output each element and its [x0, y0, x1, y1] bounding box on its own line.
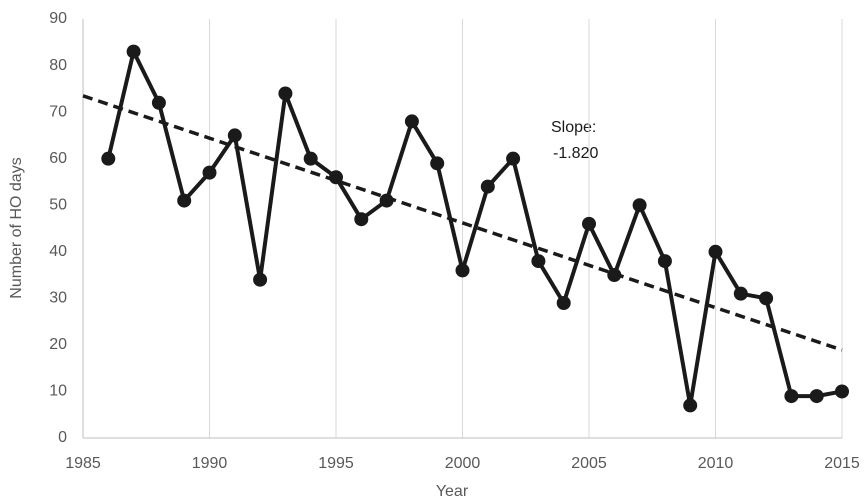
trend-line — [82, 94, 843, 352]
data-point — [278, 86, 293, 101]
x-tick-label: 2015 — [824, 455, 860, 472]
y-tick-label: 50 — [49, 196, 67, 213]
data-point — [303, 151, 318, 166]
y-tick-label: 0 — [58, 429, 67, 446]
y-tick-label: 40 — [49, 243, 67, 260]
y-tick-label: 10 — [49, 383, 67, 400]
data-point — [430, 156, 445, 171]
x-tick-label: 2000 — [445, 455, 481, 472]
data-point — [202, 165, 217, 180]
x-axis-label: Year — [436, 483, 469, 500]
x-tick-label: 1995 — [318, 455, 354, 472]
data-point — [809, 389, 824, 404]
data-point — [455, 263, 470, 278]
data-point — [683, 398, 698, 413]
x-tick-label: 2005 — [571, 455, 607, 472]
x-tick-label: 1985 — [65, 455, 101, 472]
data-point — [657, 254, 672, 269]
data-point — [506, 151, 521, 166]
x-tick-label: 2010 — [698, 455, 734, 472]
data-point — [607, 268, 622, 283]
data-point — [835, 384, 849, 399]
data-point — [759, 291, 774, 306]
data-point — [480, 179, 495, 194]
annotation: -1.820 — [553, 145, 598, 162]
y-tick-label: 20 — [49, 336, 67, 353]
data-point — [379, 193, 394, 208]
data-point — [784, 389, 799, 404]
y-tick-label: 30 — [49, 290, 67, 307]
y-tick-label: 70 — [49, 103, 67, 120]
data-point — [404, 114, 419, 129]
data-point — [253, 272, 268, 287]
data-point — [101, 151, 116, 166]
data-point — [227, 128, 242, 143]
data-point — [329, 170, 343, 185]
data-point — [582, 216, 596, 231]
y-tick-label: 60 — [49, 150, 67, 167]
data-point — [354, 212, 369, 227]
data-point — [556, 295, 571, 310]
y-tick-label: 80 — [49, 57, 67, 74]
data-point — [126, 44, 141, 59]
y-tick-label: 90 — [49, 10, 67, 27]
data-line — [106, 49, 843, 408]
data-point — [708, 244, 723, 259]
data-point — [151, 95, 166, 110]
x-tick-label: 1990 — [192, 455, 228, 472]
y-axis-label: Number of HO days — [8, 157, 25, 298]
data-point — [733, 286, 748, 301]
data-point — [177, 193, 192, 208]
annotation: Slope: — [551, 119, 596, 136]
data-point — [632, 198, 647, 213]
data-point — [531, 254, 546, 269]
